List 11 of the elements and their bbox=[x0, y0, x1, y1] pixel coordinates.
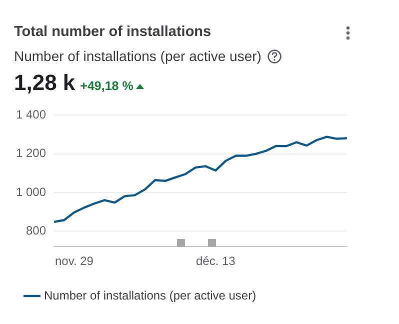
legend-label: Number of installations (per active user) bbox=[44, 288, 256, 302]
text: 1,28 k bbox=[14, 70, 76, 96]
y-tick-label: 800 bbox=[26, 223, 46, 238]
x-tick-label: nov. 29 bbox=[54, 254, 94, 268]
y-tick-label: 1 000 bbox=[16, 184, 46, 199]
chart-subtitle: Number of installations (per active user) bbox=[14, 48, 262, 64]
text: +49,18 % bbox=[80, 79, 134, 93]
y-tick-label: 1 200 bbox=[16, 146, 46, 160]
x-tick-label: déc. 13 bbox=[196, 254, 236, 268]
chart-title: Total number of installations bbox=[14, 24, 212, 40]
y-tick-label: 1 400 bbox=[16, 108, 46, 122]
